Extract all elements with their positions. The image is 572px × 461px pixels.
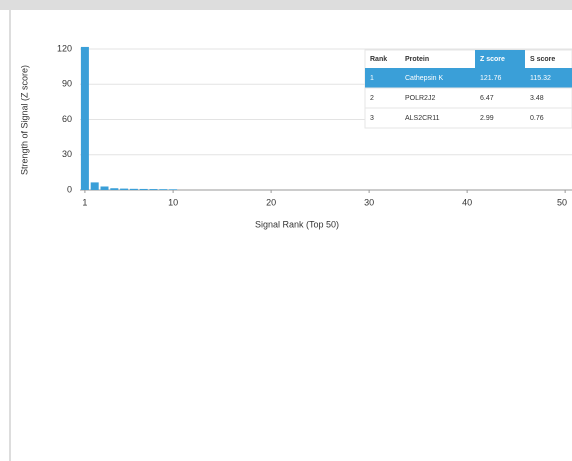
y-tick-label: 60 xyxy=(62,114,72,124)
table-header: S score xyxy=(530,56,555,63)
bar xyxy=(129,188,138,190)
table-cell: 2 xyxy=(370,95,374,102)
x-tick-label: 10 xyxy=(168,197,178,207)
table-cell: 2.99 xyxy=(480,115,494,122)
bar xyxy=(100,186,109,190)
table-cell: Cathepsin K xyxy=(405,75,443,82)
y-tick-label: 0 xyxy=(67,184,72,194)
y-tick-label: 90 xyxy=(62,79,72,89)
table-cell: 6.47 xyxy=(480,95,494,102)
bar xyxy=(139,188,148,190)
bar xyxy=(90,182,99,190)
x-tick-label: 30 xyxy=(364,197,374,207)
table-cell: POLR2J2 xyxy=(405,95,435,102)
header-highlight xyxy=(475,50,525,68)
x-axis-label: Signal Rank (Top 50) xyxy=(255,219,339,229)
table-cell: 0.76 xyxy=(530,115,544,122)
table-cell: 3 xyxy=(370,115,374,122)
bar xyxy=(80,46,89,190)
bar xyxy=(149,189,158,190)
x-tick-label: 20 xyxy=(266,197,276,207)
bar xyxy=(169,189,178,190)
table-header: Rank xyxy=(370,56,387,63)
top-strip xyxy=(0,0,572,10)
row-highlight xyxy=(365,68,572,88)
y-tick-label: 120 xyxy=(57,43,72,53)
bar xyxy=(159,189,168,190)
x-tick-label: 1 xyxy=(82,197,87,207)
table: Rank Protein Z score S score 1 Cathepsin K 121… xyxy=(364,49,572,129)
y-tick-label: 30 xyxy=(62,149,72,159)
bar xyxy=(110,188,119,190)
table-cell: 115.32 xyxy=(530,75,551,82)
x-tick-label: 50 xyxy=(557,197,567,207)
table-cell: 121.76 xyxy=(480,75,502,82)
table-cell: 3.48 xyxy=(530,95,544,102)
x-tick-label: 40 xyxy=(462,197,472,207)
table-cell: ALS2CR11 xyxy=(405,115,440,122)
table-bg xyxy=(364,49,572,129)
y-axis-label: Strength of Signal (Z score) xyxy=(19,65,29,175)
table-header: Protein xyxy=(405,56,429,63)
table-cell: 1 xyxy=(370,75,374,82)
table-header: Z score xyxy=(480,56,505,63)
bar xyxy=(120,188,129,190)
